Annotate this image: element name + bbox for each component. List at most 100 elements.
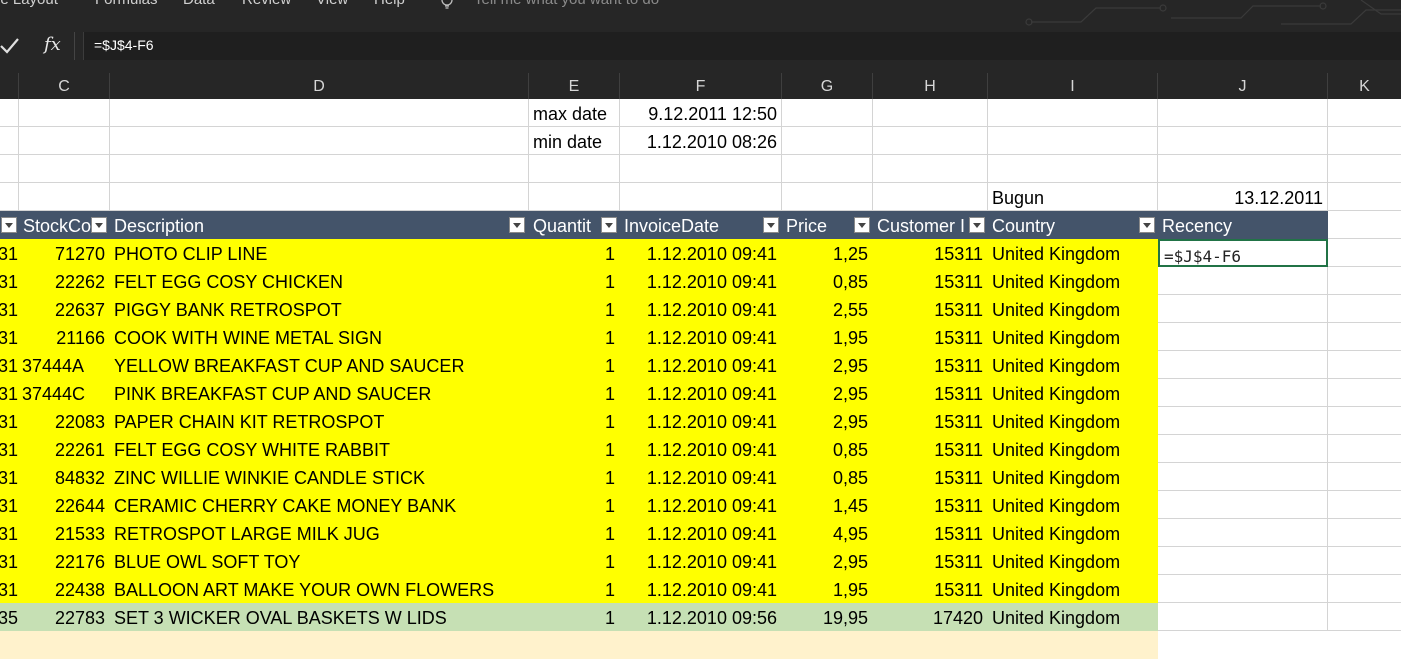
cell-customer[interactable]: 15311 xyxy=(873,575,988,603)
tell-me-search[interactable]: Tell me what you want to do xyxy=(474,0,659,8)
cell-customer[interactable]: 15311 xyxy=(873,323,988,351)
cell-price[interactable]: 2,95 xyxy=(782,351,873,379)
cell-quantity[interactable]: 1 xyxy=(529,407,620,435)
cell-country[interactable]: United Kingdom xyxy=(988,519,1158,547)
tab-page-layout[interactable]: ge Layout xyxy=(0,0,58,8)
cell-invoice-fragment[interactable]: 31 xyxy=(0,435,19,463)
filter-dropdown-icon[interactable] xyxy=(763,217,779,233)
cell-customer[interactable]: 15311 xyxy=(873,351,988,379)
cell-stockcode[interactable]: 37444C xyxy=(19,379,110,407)
cell-invoice-fragment[interactable]: 31 xyxy=(0,379,19,407)
cell[interactable] xyxy=(782,155,873,183)
cell-quantity[interactable]: 1 xyxy=(529,547,620,575)
cell-recency[interactable] xyxy=(1158,295,1328,323)
filter-dropdown-icon[interactable] xyxy=(1139,217,1155,233)
cell-stockcode[interactable]: 22261 xyxy=(19,435,110,463)
cell-country[interactable]: United Kingdom xyxy=(988,603,1158,631)
column-header-c[interactable]: C xyxy=(19,73,110,99)
cell-stockcode[interactable]: 22644 xyxy=(19,491,110,519)
cell-stockcode[interactable]: 22176 xyxy=(19,547,110,575)
cell-recency[interactable] xyxy=(1158,491,1328,519)
cell-recency[interactable] xyxy=(1158,323,1328,351)
cell-quantity[interactable]: 1 xyxy=(529,323,620,351)
recency-formula-cell[interactable]: =$J$4-F6 xyxy=(1158,239,1328,267)
cell-recency[interactable] xyxy=(1158,351,1328,379)
tab-view[interactable]: View xyxy=(316,0,348,8)
cell-description[interactable]: ZINC WILLIE WINKIE CANDLE STICK xyxy=(110,463,529,491)
cell[interactable] xyxy=(873,99,988,127)
cell-stockcode[interactable]: 22783 xyxy=(19,603,110,631)
cell-country[interactable]: United Kingdom xyxy=(988,267,1158,295)
cell[interactable] xyxy=(0,99,19,127)
today-label[interactable]: Bugun xyxy=(988,183,1158,211)
column-header-f[interactable]: F xyxy=(620,73,782,99)
cell-description[interactable]: FELT EGG COSY CHICKEN xyxy=(110,267,529,295)
cell[interactable] xyxy=(1328,211,1401,239)
cell-customer[interactable]: 15311 xyxy=(873,519,988,547)
cell[interactable] xyxy=(1328,463,1401,491)
column-header-g[interactable]: G xyxy=(782,73,873,99)
cell[interactable] xyxy=(19,99,110,127)
cell-price[interactable]: 4,95 xyxy=(782,519,873,547)
filter-dropdown-icon[interactable] xyxy=(601,217,617,233)
cell[interactable] xyxy=(873,183,988,211)
max-date-value[interactable]: 9.12.2011 12:50 xyxy=(620,99,782,127)
cell-quantity[interactable]: 1 xyxy=(529,351,620,379)
column-header-k[interactable]: K xyxy=(1359,78,1370,95)
cell-description[interactable]: RETROSPOT LARGE MILK JUG xyxy=(110,519,529,547)
cell[interactable] xyxy=(19,127,110,155)
header-country[interactable]: Country xyxy=(988,211,1158,239)
cell-customer[interactable]: 15311 xyxy=(873,295,988,323)
header-price[interactable]: Price xyxy=(782,211,873,239)
cell[interactable] xyxy=(1328,379,1401,407)
tab-formulas[interactable]: Formulas xyxy=(95,0,158,8)
cell[interactable] xyxy=(110,99,529,127)
column-header-j[interactable]: J xyxy=(1158,73,1328,99)
cell-stockcode[interactable]: 71270 xyxy=(19,239,110,267)
cell-customer[interactable]: 15311 xyxy=(873,491,988,519)
cell-country[interactable]: United Kingdom xyxy=(988,379,1158,407)
min-date-value[interactable]: 1.12.2010 08:26 xyxy=(620,127,782,155)
cell-description[interactable]: FELT EGG COSY WHITE RABBIT xyxy=(110,435,529,463)
cell-customer[interactable]: 15311 xyxy=(873,407,988,435)
cell-invoice-fragment[interactable]: 31 xyxy=(0,407,19,435)
cell-invoicedate[interactable]: 1.12.2010 09:41 xyxy=(620,435,782,463)
cell-price[interactable]: 19,95 xyxy=(782,603,873,631)
cell[interactable] xyxy=(782,127,873,155)
cell-country[interactable]: United Kingdom xyxy=(988,435,1158,463)
cell[interactable] xyxy=(873,127,988,155)
cell[interactable] xyxy=(1328,435,1401,463)
cell-customer[interactable]: 15311 xyxy=(873,547,988,575)
cell-country[interactable]: United Kingdom xyxy=(988,463,1158,491)
header-stockcode[interactable]: StockCo xyxy=(19,211,110,239)
cell-invoice-fragment[interactable]: 31 xyxy=(0,491,19,519)
cell[interactable] xyxy=(1328,99,1401,127)
filter-dropdown-icon[interactable] xyxy=(1,217,17,233)
cell-description[interactable]: CERAMIC CHERRY CAKE MONEY BANK xyxy=(110,491,529,519)
cell-price[interactable]: 2,55 xyxy=(782,295,873,323)
cell[interactable] xyxy=(1328,295,1401,323)
cell-stockcode[interactable]: 21533 xyxy=(19,519,110,547)
max-date-label[interactable]: max date xyxy=(529,99,620,127)
header-invoicedate[interactable]: InvoiceDate xyxy=(620,211,782,239)
cell-customer[interactable]: 15311 xyxy=(873,463,988,491)
cell-recency[interactable] xyxy=(1158,379,1328,407)
cell[interactable] xyxy=(19,183,110,211)
formula-input[interactable]: =$J$4-F6 xyxy=(83,32,1401,60)
enter-check-icon[interactable] xyxy=(0,37,20,55)
cell-invoicedate[interactable]: 1.12.2010 09:41 xyxy=(620,351,782,379)
cell[interactable] xyxy=(19,155,110,183)
cell-customer[interactable]: 17420 xyxy=(873,603,988,631)
cell-description[interactable]: PIGGY BANK RETROSPOT xyxy=(110,295,529,323)
cell-country[interactable]: United Kingdom xyxy=(988,575,1158,603)
cell-price[interactable]: 2,95 xyxy=(782,379,873,407)
cell-description[interactable]: BALLOON ART MAKE YOUR OWN FLOWERS xyxy=(110,575,529,603)
cell-price[interactable]: 2,95 xyxy=(782,407,873,435)
cell-description[interactable]: BLUE OWL SOFT TOY xyxy=(110,547,529,575)
cell-quantity[interactable]: 1 xyxy=(529,267,620,295)
cell-stockcode[interactable]: 37444A xyxy=(19,351,110,379)
cell-recency[interactable] xyxy=(1158,519,1328,547)
cell[interactable] xyxy=(1328,239,1401,267)
cell-invoicedate[interactable]: 1.12.2010 09:56 xyxy=(620,603,782,631)
cell-quantity[interactable]: 1 xyxy=(529,295,620,323)
